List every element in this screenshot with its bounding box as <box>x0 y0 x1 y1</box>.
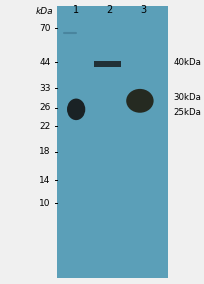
Text: 30kDa: 30kDa <box>173 93 201 103</box>
Text: 3: 3 <box>141 5 147 15</box>
Text: kDa: kDa <box>36 7 53 16</box>
Bar <box>57 6 167 278</box>
Text: 26: 26 <box>39 103 50 112</box>
Text: 25kDa: 25kDa <box>173 108 201 117</box>
Text: 40kDa: 40kDa <box>173 58 201 67</box>
Ellipse shape <box>67 99 85 120</box>
Text: 14: 14 <box>39 176 50 185</box>
Text: 2: 2 <box>106 5 113 15</box>
Ellipse shape <box>126 89 154 113</box>
Bar <box>94 61 121 67</box>
Text: 70: 70 <box>39 24 50 33</box>
Text: 18: 18 <box>39 147 50 156</box>
Text: 22: 22 <box>39 122 50 131</box>
Text: 1: 1 <box>73 5 79 15</box>
Text: 10: 10 <box>39 199 50 208</box>
Text: 33: 33 <box>39 83 50 93</box>
Text: 44: 44 <box>39 58 50 67</box>
